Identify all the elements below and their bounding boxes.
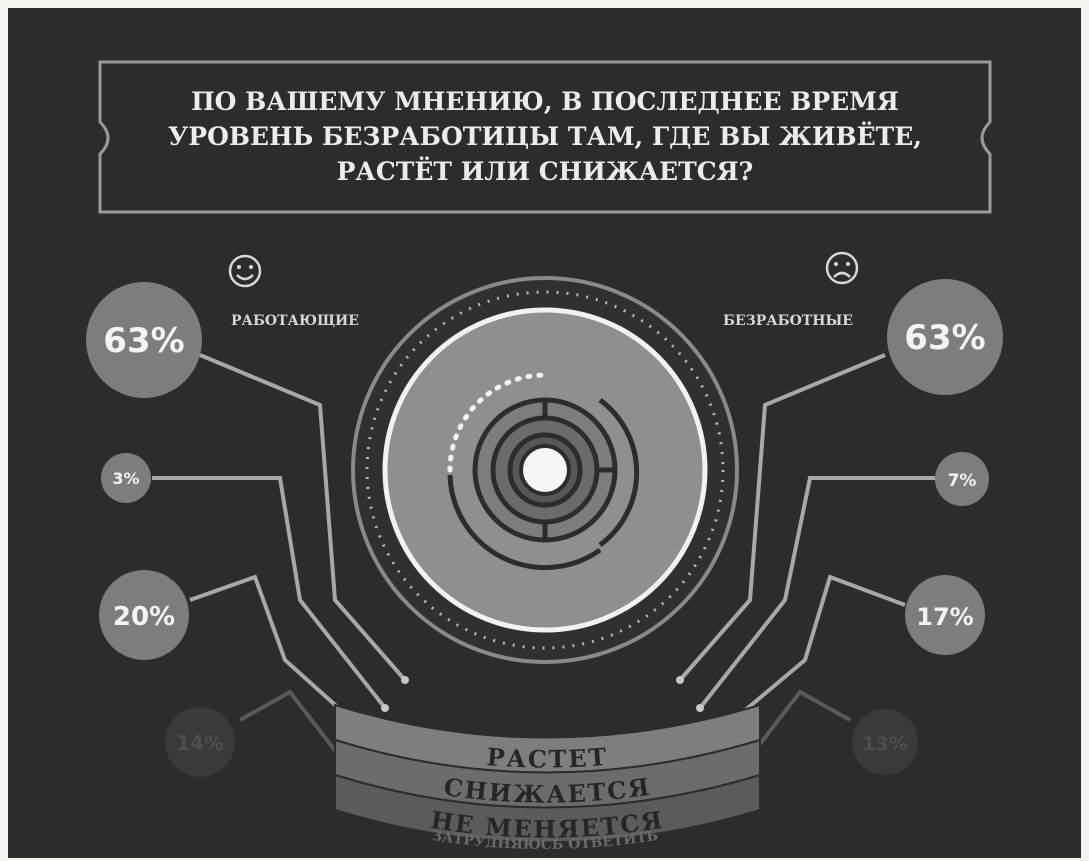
question-line-2: УРОВЕНЬ БЕЗРАБОТИЦЫ ТАМ, ГДЕ ВЫ ЖИВЁТЕ, xyxy=(168,122,922,151)
value-employed-unchanged: 20% xyxy=(113,602,175,632)
outer-arc xyxy=(598,397,640,548)
bubble-unemployed-hard xyxy=(852,709,918,775)
dotted-arc xyxy=(447,372,548,473)
connector-dot xyxy=(676,676,684,684)
value-unemployed-grows: 63% xyxy=(904,318,985,358)
center-dot xyxy=(519,444,571,496)
connector-dot xyxy=(696,704,704,712)
dotted-ring xyxy=(365,290,725,650)
frown-icon xyxy=(825,251,859,285)
answer-grows-text: РАСТЕТ xyxy=(486,742,607,774)
connector-dot xyxy=(401,676,409,684)
connector-left-unchanged xyxy=(189,574,374,740)
bubble-employed-unchanged xyxy=(99,570,189,660)
value-unemployed-declines: 7% xyxy=(948,471,977,491)
question-line-3: РАСТЁТ ИЛИ СНИЖАЕТСЯ? xyxy=(337,157,754,186)
value-employed-grows: 63% xyxy=(103,321,184,361)
left-long-arc xyxy=(447,474,602,571)
question-line-1: ПО ВАШЕМУ МНЕНИЮ, В ПОСЛЕДНЕЕ ВРЕМЯ xyxy=(191,87,899,116)
answer-grows-label: РАСТЕТ xyxy=(486,742,609,774)
question-frame xyxy=(98,60,992,214)
connector-left-grows xyxy=(199,353,407,682)
ribbon-unchanged xyxy=(334,773,761,844)
value-unemployed-unchanged: 17% xyxy=(916,603,973,631)
smile-icon xyxy=(228,254,262,288)
bubble-employed-hard xyxy=(165,707,235,777)
bubble-employed-declines xyxy=(101,453,151,503)
value-unemployed-hard: 13% xyxy=(862,733,907,755)
connector-right-declines xyxy=(698,476,935,710)
group-label-employed: РАБОТАЮЩИЕ xyxy=(231,313,359,329)
value-employed-declines: 3% xyxy=(112,469,139,488)
bubble-unemployed-declines xyxy=(935,452,989,506)
bubble-employed-grows xyxy=(86,282,202,398)
connector-right-grows xyxy=(678,353,886,682)
connector-left-declines xyxy=(152,476,387,710)
bubble-unemployed-unchanged xyxy=(905,575,985,655)
bubble-unemployed-grows xyxy=(887,279,1003,395)
connector-right-unchanged xyxy=(710,574,906,740)
connector-dot xyxy=(381,704,389,712)
group-label-unemployed: БЕЗРАБОТНЫЕ xyxy=(723,313,853,329)
value-employed-hard: 14% xyxy=(176,731,224,755)
